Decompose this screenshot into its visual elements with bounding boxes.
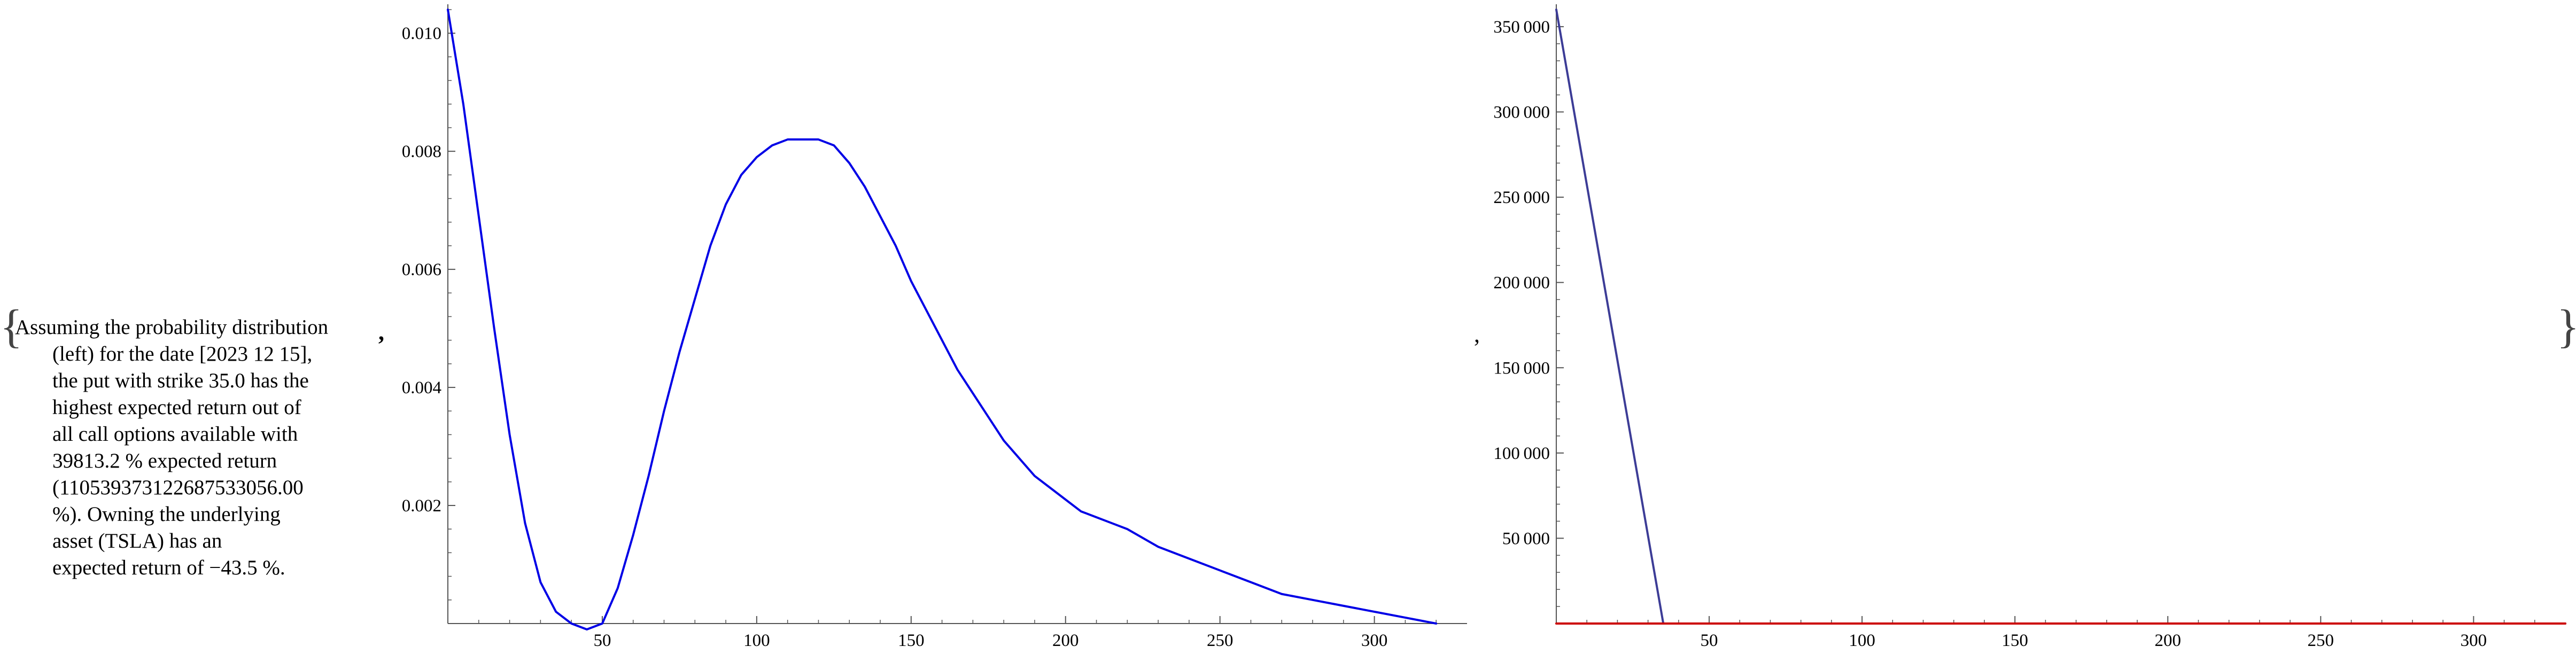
right-chart-x-tick-label: 300 [2461,631,2487,650]
description-line: the put with strike 35.0 has the [52,369,309,392]
description-line: (1105393731226875330​56.00 [52,476,304,499]
left-chart-y-tick-label: 0.004 [402,378,441,398]
right-chart-x-tick-label: 150 [2001,631,2028,650]
description-line: expected return of −43.5 %. [52,556,285,579]
close-brace: } [2557,303,2576,351]
separator-comma: , [1474,321,1480,347]
left-chart-y-tick-label: 0.002 [402,496,441,516]
right-chart-y-tick-label: 250 000 [1493,188,1550,207]
left-chart-x-tick-label: 100 [743,631,770,650]
left-chart-x-tick-label: 250 [1207,631,1233,650]
description-line: asset (TSLA) has an [52,529,222,552]
description-line: 39813.2 % expected return [52,449,277,472]
left-chart-y-tick-label: 0.006 [402,260,441,279]
description-line: (left) for the date [2023 12 15], [52,342,313,365]
open-brace: { [0,301,23,353]
description-line: all call options available with [52,423,298,446]
left-chart-x-tick-label: 150 [898,631,925,650]
left-chart-x-tick-label: 200 [1052,631,1079,650]
left-chart-y-tick-label: 0.010 [402,24,441,43]
right-chart-y-tick-label: 300 000 [1493,103,1550,122]
right-chart-series-line [1555,9,2566,625]
right-chart-x-tick-label: 100 [1849,631,1875,650]
left-chart-y-tick-label: 0.008 [402,142,441,161]
left-chart-series-line [447,9,1438,631]
left-chart-x-tick-label: 50 [593,631,611,650]
separator-comma: , [378,319,384,345]
right-chart-x-tick-label: 250 [2308,631,2334,650]
expected-return-description: Assuming the probability distribution (l… [15,314,378,581]
right-chart-y-tick-label: 350 000 [1493,18,1550,37]
right-chart-y-tick-label: 150 000 [1493,359,1550,378]
right-chart-y-tick-label: 200 000 [1493,274,1550,293]
right-chart-x-tick-label: 50 [1701,631,1718,650]
left-chart-x-tick-label: 300 [1361,631,1388,650]
description-line: %). Owning the underlying [52,503,281,526]
right-chart-y-tick-label: 50 000 [1502,529,1550,548]
right-chart-y-tick-label: 100 000 [1493,444,1550,463]
description-line: Assuming the probability distribution [15,316,329,339]
description-line: highest expected return out of [52,396,301,419]
right-chart-x-tick-label: 200 [2154,631,2181,650]
